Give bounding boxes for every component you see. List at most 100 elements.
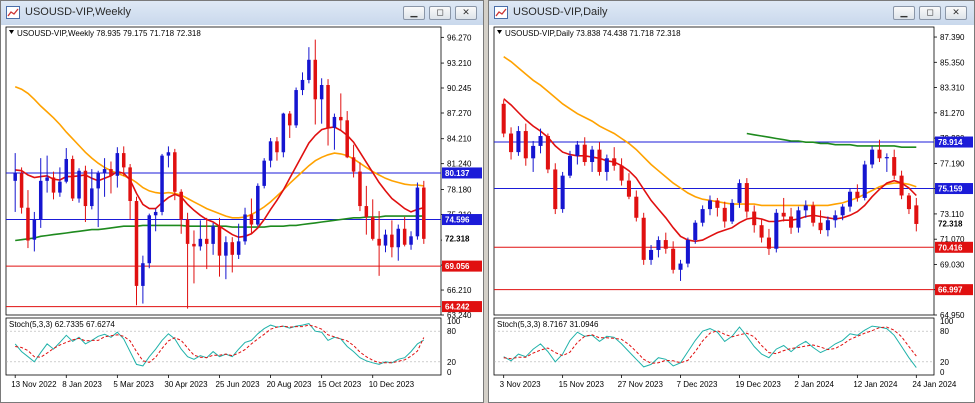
y-tick-label: 93.210 bbox=[447, 59, 472, 68]
maximize-button[interactable]: ◻ bbox=[919, 6, 941, 20]
candle-body bbox=[351, 157, 356, 172]
candle-body bbox=[230, 242, 235, 255]
candle-body bbox=[249, 214, 254, 225]
candle-body bbox=[774, 212, 779, 249]
candle-body bbox=[715, 200, 720, 208]
level-label: 80.137 bbox=[445, 169, 470, 178]
candle-body bbox=[892, 157, 897, 176]
level-label-box bbox=[935, 183, 973, 195]
candle-body bbox=[326, 85, 330, 128]
chart-window-icon bbox=[6, 6, 20, 19]
dropdown-triangle-icon bbox=[9, 30, 14, 34]
candle-body bbox=[862, 164, 867, 198]
stoch-main-line bbox=[503, 325, 917, 368]
candle-body bbox=[597, 149, 602, 172]
candle-body bbox=[141, 263, 145, 286]
candle-body bbox=[899, 175, 904, 196]
daily-chart[interactable]: 87.39085.35083.31081.27079.23077.19075.1… bbox=[489, 25, 974, 402]
level-label-box bbox=[442, 260, 482, 272]
y-tick-label: 83.310 bbox=[940, 84, 965, 93]
candle-body bbox=[575, 144, 580, 156]
stoch-label: Stoch(5,3,3) 8.7167 31.0946 bbox=[497, 320, 599, 329]
candle-body bbox=[545, 136, 550, 170]
candle-body bbox=[582, 144, 587, 163]
x-tick-label: 30 Apr 2023 bbox=[164, 380, 208, 389]
candle-body bbox=[90, 188, 94, 207]
price-pane-border bbox=[493, 26, 935, 316]
x-tick-label: 2 Jan 2024 bbox=[794, 380, 834, 389]
stoch-main-line bbox=[14, 323, 425, 367]
candle-body bbox=[275, 141, 279, 153]
candle-body bbox=[377, 238, 381, 246]
candle-body bbox=[153, 211, 158, 216]
candle-body bbox=[256, 185, 260, 225]
candle-body bbox=[179, 191, 183, 220]
candle-body bbox=[730, 202, 735, 222]
candle-body bbox=[281, 113, 286, 153]
candle-body bbox=[671, 248, 676, 270]
y-tick-label: 84.210 bbox=[447, 135, 472, 144]
y-tick-label: 87.270 bbox=[447, 109, 472, 118]
candle-body bbox=[198, 238, 203, 247]
candle-body bbox=[32, 219, 37, 240]
x-tick-label: 15 Oct 2023 bbox=[318, 380, 362, 389]
candle-body bbox=[370, 216, 375, 239]
stoch-tick-label: 0 bbox=[940, 368, 945, 377]
daily-title-bar[interactable]: USOUSD-VIP,Daily ▁ ◻ ✕ bbox=[489, 1, 974, 26]
stoch-tick-label: 20 bbox=[447, 358, 456, 367]
y-tick-label: 71.070 bbox=[940, 235, 965, 244]
ma-green-line bbox=[746, 132, 917, 148]
y-tick-label: 81.240 bbox=[447, 160, 472, 169]
candle-body bbox=[590, 149, 595, 163]
close-button[interactable]: ✕ bbox=[945, 6, 967, 20]
candle-body bbox=[26, 207, 30, 241]
candle-body bbox=[402, 228, 407, 245]
y-tick-label: 77.190 bbox=[940, 159, 965, 168]
candle-body bbox=[134, 201, 139, 286]
candle-body bbox=[626, 180, 631, 197]
candle-body bbox=[649, 249, 654, 260]
candle-body bbox=[38, 180, 43, 220]
candle-body bbox=[383, 234, 388, 246]
price-pane-border bbox=[5, 26, 442, 316]
candle-body bbox=[567, 155, 573, 176]
level-label: 69.056 bbox=[445, 262, 470, 271]
x-tick-label: 10 Dec 2023 bbox=[369, 380, 415, 389]
maximize-button[interactable]: ◻ bbox=[429, 6, 451, 20]
y-tick-label: 90.245 bbox=[447, 84, 472, 93]
x-tick-label: 8 Jan 2023 bbox=[62, 380, 102, 389]
candle-body bbox=[516, 131, 521, 153]
candle-body bbox=[415, 187, 420, 237]
candle-body bbox=[604, 158, 609, 172]
candle-body bbox=[236, 241, 241, 255]
candle-body bbox=[358, 171, 362, 207]
x-tick-label: 27 Nov 2023 bbox=[618, 380, 664, 389]
y-tick-label: 64.950 bbox=[940, 311, 965, 320]
candle-body bbox=[766, 237, 771, 249]
close-button[interactable]: ✕ bbox=[455, 6, 477, 20]
candle-body bbox=[102, 169, 107, 174]
candle-body bbox=[166, 152, 171, 156]
ma-orange-line bbox=[14, 85, 424, 219]
level-label-box bbox=[935, 136, 973, 148]
minimize-button[interactable]: ▁ bbox=[403, 6, 425, 20]
weekly-chart-window[interactable]: USOUSD-VIP,Weekly ▁ ◻ ✕ 96.270 93.210 90.2… bbox=[0, 0, 484, 403]
candle-body bbox=[847, 191, 853, 207]
level-label-box bbox=[935, 284, 973, 296]
candle-body bbox=[409, 236, 413, 245]
x-tick-label: 19 Dec 2023 bbox=[735, 380, 781, 389]
level-label-box bbox=[935, 218, 973, 230]
daily-chart-window[interactable]: USOUSD-VIP,Daily ▁ ◻ ✕ 87.390 85.350 83.31… bbox=[488, 0, 975, 403]
candle-body bbox=[185, 219, 190, 244]
candle-body bbox=[531, 145, 536, 159]
weekly-chart[interactable]: 96.270 93.210 90.245 87.270 84.210 81.240 78.1… bbox=[1, 25, 483, 402]
level-label-box bbox=[442, 214, 482, 226]
y-tick-label: 73.110 bbox=[940, 210, 964, 219]
candle-body bbox=[77, 170, 81, 199]
candle-body bbox=[58, 181, 62, 193]
weekly-title-bar[interactable]: USOUSD-VIP,Weekly ▁ ◻ ✕ bbox=[1, 1, 483, 26]
minimize-button[interactable]: ▁ bbox=[893, 6, 915, 20]
candle-body bbox=[96, 173, 100, 189]
candle-body bbox=[553, 169, 558, 210]
x-tick-label: 3 Nov 2023 bbox=[500, 380, 541, 389]
